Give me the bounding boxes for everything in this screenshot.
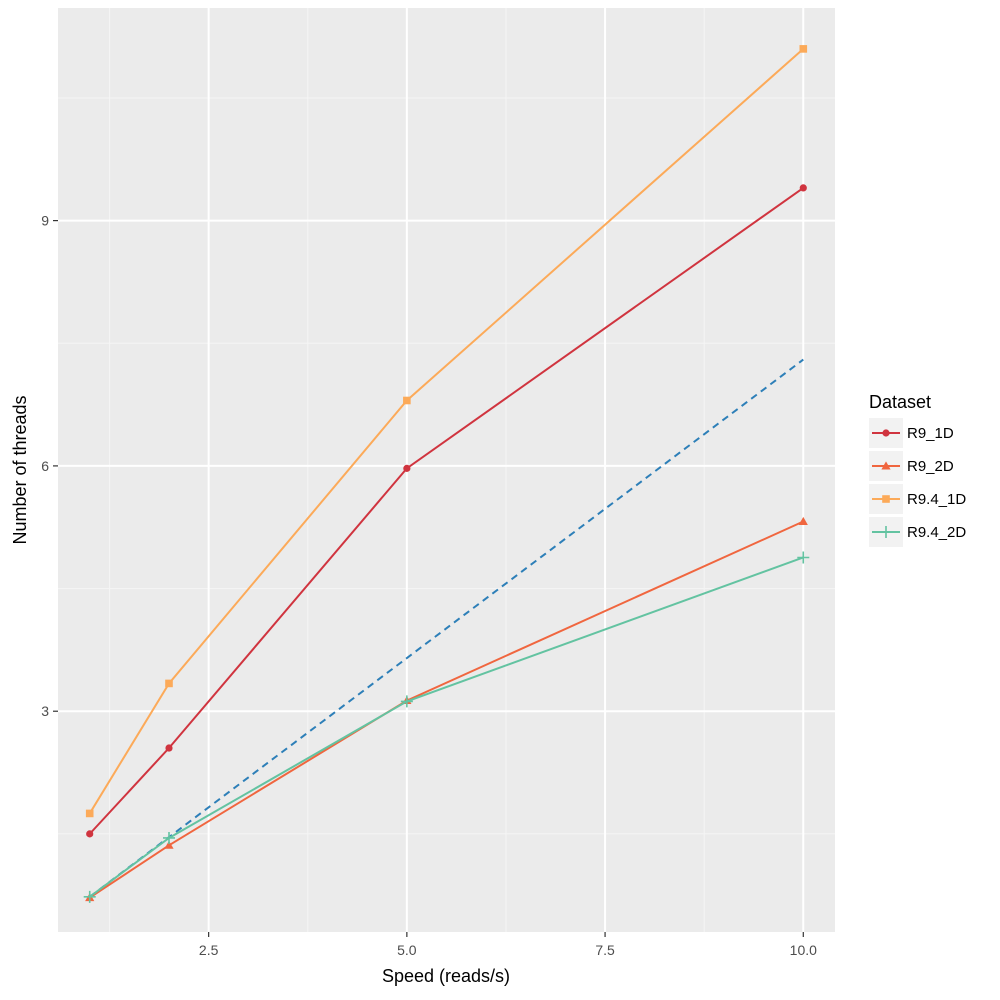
data-point-r9-1d [165,744,173,752]
data-point-r9-4-1d [799,45,808,53]
series-line-r9-4-1d [88,48,804,814]
x-axis-title: Speed (reads/s) [382,966,510,986]
y-axis-title: Number of threads [10,395,30,544]
series-r9-1d [86,184,807,838]
y-tick-label: 6 [41,458,49,474]
data-point-r9-2d [798,516,808,525]
y-tick-label: 3 [41,703,49,719]
legend-item-r9-1d: R9_1D [869,418,954,448]
x-axis: 2.5 5.0 7.5 10.0 [199,932,817,958]
y-axis: 3 6 9 [41,213,58,719]
legend-label: R9_1D [907,425,954,442]
legend-label: R9.4_2D [907,524,966,541]
data-point-r9-4-2d [797,551,810,564]
x-tick-label: 2.5 [199,942,219,958]
plot-panel [58,8,835,932]
legend-key-marker [882,429,890,437]
data-point-r9-4-2d [83,890,96,903]
y-tick-label: 9 [41,213,49,229]
x-tick-label: 5.0 [397,942,417,958]
data-point-r9-4-1d [403,396,411,405]
data-point-r9-2d [164,840,174,849]
reference-line [89,358,804,898]
series-r9-4-1d [85,45,808,818]
data-point-r9-4-2d [400,695,413,708]
grid-major [58,8,835,932]
legend-item-r9-2d: R9_2D [869,451,954,481]
data-point-r9-1d [86,830,94,838]
legend-key-marker [881,461,891,470]
legend-label: R9_2D [907,458,954,475]
series-r9-4-2d [83,551,810,903]
legend: Dataset R9_1D R9_2D R9.4_1D R9.4_2D [869,392,966,547]
legend-key-marker [882,495,890,503]
series-line-r9-4-2d [89,556,804,898]
series-layer [83,45,810,903]
legend-item-r9-4-1d: R9.4_1D [869,484,966,514]
data-point-r9-4-1d [165,679,173,688]
series-line-r9-1d [88,187,804,835]
data-point-r9-1d [799,184,807,192]
legend-item-r9-4-2d: R9.4_2D [869,517,966,547]
legend-label: R9.4_1D [907,491,966,508]
data-point-r9-4-1d [85,809,94,818]
series-line-r9-2d [89,520,804,899]
legend-title: Dataset [869,392,931,412]
reference-line-layer [89,358,804,898]
data-point-r9-4-2d [163,831,175,844]
legend-key-marker [880,526,892,538]
x-tick-label: 10.0 [790,942,817,958]
x-tick-label: 7.5 [595,942,615,958]
data-point-r9-1d [403,464,411,472]
